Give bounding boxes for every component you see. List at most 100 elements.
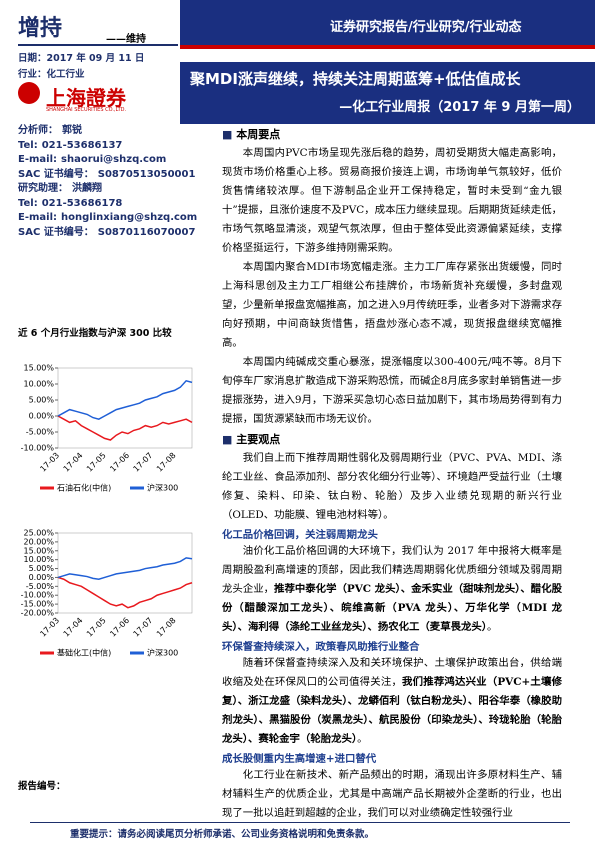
run: 推荐中泰化学（PVC 龙头）、金禾实业（甜味剂龙头）、醋化股份（醋酸深加工龙头）… [222, 583, 562, 633]
x-tick-label: 17-03 [38, 616, 61, 639]
paragraph: 随着环保督查持续深入及和关环境保护、土壤保护政策出台，供给端收缩及处在环保风口的… [222, 654, 562, 749]
topic-heading: 成长股侧重内生高增速+进口替代 [222, 753, 377, 765]
x-tick-label: 17-08 [155, 451, 178, 474]
x-tick-label: 17-04 [62, 451, 85, 474]
x-tick-label: 17-06 [108, 616, 131, 639]
heading-text: 主要观点 [236, 433, 281, 446]
run: 随着环保督查持续深入及和关环境保护、土壤保护政策出台，供给端收缩及处在环保风口的… [222, 657, 562, 688]
paragraph: 本周国内PVC市场呈现先涨后稳的趋势，周初受期货大幅走高影响，现货市场价格重心上… [222, 147, 562, 254]
body: ■ 本周要点本周国内PVC市场呈现先涨后稳的趋势，周初受期货大幅走高影响，现货市… [222, 124, 562, 823]
analyst-label: Tel: [18, 197, 38, 209]
y-tick-label: -10.00% [21, 591, 55, 600]
logo-en: SHANGHAI SECURITIES CO.,LTD. [46, 107, 127, 113]
y-tick-label: -5.00% [26, 428, 55, 437]
x-tick-label: 17-08 [155, 616, 178, 639]
legend-label: 基础化工(中信) [57, 648, 111, 658]
plot-frame [57, 367, 193, 449]
plot-frame [57, 532, 193, 614]
analyst-value: 郭锐 [62, 125, 82, 136]
x-tick-label: 17-07 [132, 451, 155, 474]
y-tick-label: -5.00% [26, 582, 55, 591]
line [57, 557, 193, 580]
y-tick-label: -10.00% [21, 444, 55, 453]
paragraph: 化工行业在新技术、新产品频出的时期，涌现出许多原材料生产、辅材辅料生产的优质企业… [222, 766, 562, 823]
square: ■ [222, 433, 237, 446]
analyst-row: SAC 证书编号： S0870116070007 [18, 226, 203, 241]
analyst-value: 021-53686137 [41, 139, 123, 151]
analyst-label: Tel: [18, 139, 38, 151]
section-heading: ■ 主要观点 [222, 431, 562, 447]
x-tick-label: 17-04 [62, 616, 85, 639]
analyst-value: S0870116070007 [97, 226, 196, 238]
analyst-value: honglinxiang@shzq.com [61, 212, 198, 223]
x-tick-label: 17-07 [132, 616, 155, 639]
y-tick-label: 20.00% [23, 537, 54, 546]
y-tick-label: 0.00% [29, 573, 55, 582]
run: 油价化工品价格回调的大环境下，我们认为 2017 年中报将大概率是周期股盈利高增… [222, 545, 562, 595]
run: 。 [357, 733, 368, 745]
analyst-value: 洪麟翔 [72, 183, 102, 194]
banner-text: 证券研究报告/行业研究/行业动态 [330, 20, 522, 35]
run: 化工行业在新技术、新产品频出的时期，涌现出许多原材料生产、辅材辅料生产的优质企业… [222, 769, 562, 819]
legend-label: 沪深300 [147, 483, 178, 493]
y-tick-label: -20.00% [21, 609, 55, 618]
analyst-row: 分析师： 郭锐 [18, 124, 203, 139]
charts-title: 近 6 个月行业指数与沪深 300 比较 [18, 328, 172, 339]
y-tick-label: 5.00% [29, 396, 55, 405]
subtitle: —化工行业周报（2017 年 9 月第一周） [339, 100, 580, 115]
run: 。 [486, 621, 498, 633]
chart: -20.00%-15.00%-10.00%-5.00%0.00%5.00%10.… [21, 529, 193, 658]
analysts: 分析师： 郭锐 Tel: 021-53686137 E-mail: shaorui@shz… [18, 124, 203, 240]
line [57, 576, 193, 609]
analyst-value: shaorui@shzq.com [61, 154, 167, 165]
legend-label: 石油石化(中信) [57, 483, 111, 493]
y-tick-label: 0.00% [29, 412, 55, 421]
analyst-label: 研究助理： [18, 183, 68, 194]
banner [180, 0, 595, 49]
paragraph: 本周国内纯碱成交重心暴涨，提涨幅度以300-400元/吨不等。8月下旬停车厂家消… [222, 356, 562, 425]
analyst-row: 研究助理： 洪麟翔 [18, 182, 203, 197]
y-tick-label: 10.00% [23, 555, 54, 564]
y-tick-label: 5.00% [29, 564, 55, 573]
analyst-row: Tel: 021-53686137 [18, 139, 203, 154]
logo-icon [18, 82, 40, 104]
topic-heading: 环保督查持续深入，政策春风助推行业整合 [222, 641, 420, 653]
topic-heading: 化工品价格回调，关注弱周期龙头 [222, 529, 378, 541]
analyst-row: E-mail: shaorui@shzq.com [18, 153, 203, 168]
analyst-label: 分析师： [18, 125, 58, 136]
rule [18, 44, 178, 46]
legend-label: 沪深300 [147, 648, 178, 658]
analyst-row: E-mail: honglinxiang@shzq.com [18, 211, 203, 226]
section-heading: ■ 本周要点 [222, 126, 562, 142]
report-no: 报告编号： [18, 781, 66, 792]
paragraph: 油价化工品价格回调的大环境下，我们认为 2017 年中报将大概率是周期股盈利高增… [222, 542, 562, 637]
analyst-value: S0870513050001 [97, 168, 196, 180]
rating: 增持 [18, 16, 63, 41]
heading-text: 本周要点 [236, 128, 281, 141]
title-band [180, 62, 595, 124]
notice: 重要提示：请务必阅读尾页分析师承诺、公司业务资格说明和免责条款。 [70, 829, 375, 840]
chart: -10.00% -5.00% 0.00% 5.00% 10.00% 15.00% 17-03… [21, 364, 193, 493]
x-tick-label: 17-06 [108, 451, 131, 474]
analyst-value: 021-53686178 [41, 197, 123, 209]
x-tick-label: 17-05 [85, 451, 108, 474]
line [57, 415, 193, 441]
analyst-label: SAC 证书编号： [18, 168, 94, 180]
analyst-row: SAC 证书编号： S0870513050001 [18, 168, 203, 183]
y-tick-label: 15.00% [23, 364, 54, 373]
rating-sub: ——维持 [106, 34, 146, 45]
analyst-label: SAC 证书编号： [18, 226, 94, 238]
date: 日期：2017 年 09 月 11 日 [18, 53, 145, 64]
title: 聚MDI涨声继续，持续关注周期蓝筹+低估值成长 [190, 70, 521, 88]
y-tick-label: 15.00% [23, 546, 54, 555]
analyst-label: E-mail: [18, 154, 58, 165]
x-tick-label: 17-03 [38, 451, 61, 474]
industry: 行业：化工行业 [18, 69, 85, 80]
footer-rule [30, 822, 570, 823]
y-tick-label: 25.00% [23, 529, 54, 538]
line [57, 379, 193, 421]
analyst-label: E-mail: [18, 212, 58, 223]
paragraph: 本周国内聚合MDI市场宽幅走涨。主力工厂库存紧张出货缓慢，同时上海科思创及主力工… [222, 261, 562, 349]
run: 我们推荐鸿达兴业（PVC+土壤修复）、浙江龙盛（染料龙头）、龙蟒佰利（钛白粉龙头… [222, 676, 562, 745]
